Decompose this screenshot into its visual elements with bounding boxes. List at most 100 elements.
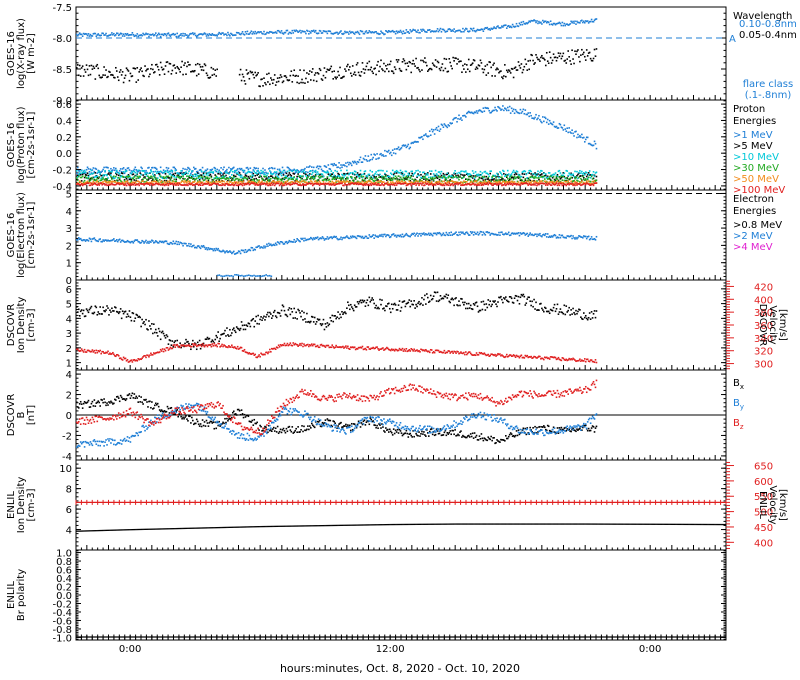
data-point [210,248,213,250]
data-point [547,178,550,180]
data-point [306,29,308,32]
data-point [372,183,374,186]
data-point [454,172,456,175]
data-point [579,134,581,137]
data-point [243,176,246,179]
data-point [323,30,326,33]
data-point [192,170,194,172]
data-point [175,182,178,184]
data-point [105,181,107,183]
data-point [529,21,531,23]
data-point [590,18,593,21]
data-point [424,172,426,175]
data-point [501,173,503,176]
data-point [287,179,290,181]
data-point [355,183,358,186]
data-point [388,63,391,66]
data-point [223,184,225,186]
data-point [453,181,455,183]
data-point [294,172,296,174]
data-point [525,22,528,24]
data-point [253,166,256,169]
data-point [193,33,195,36]
data-point [184,173,186,175]
data-point [204,169,207,172]
data-point [310,71,313,73]
data-point [222,32,224,34]
data-point [362,173,365,175]
data-point [310,183,312,185]
data-point [252,169,255,171]
data-point [455,175,457,178]
data-point [163,33,166,35]
data-point [443,180,446,183]
data-point [446,183,449,186]
data-point [225,174,227,177]
data-point [581,184,583,186]
data-point [179,241,181,244]
data-point [421,135,423,138]
data-point [381,31,383,34]
data-point [592,20,595,23]
data-point [222,175,224,178]
data-point [521,23,524,26]
data-point [355,31,358,34]
data-point [411,182,413,185]
data-point [154,241,156,244]
data-point [210,171,213,173]
data-point [175,180,178,183]
data-point [577,173,579,176]
data-point [226,183,228,185]
data-point [92,172,95,175]
data-point [391,178,394,181]
data-point [144,33,146,36]
data-point [580,175,582,177]
data-point [541,175,543,178]
data-point [370,178,373,180]
data-point [237,170,240,173]
data-point [163,240,166,243]
data-point [155,178,158,180]
data-point [344,174,346,177]
data-point [193,246,196,249]
data-point [544,173,547,175]
data-point [381,182,383,185]
data-point [183,178,185,180]
data-point [555,181,558,183]
data-point [388,184,391,186]
data-point [355,163,358,165]
data-point [517,25,520,28]
data-point [328,30,331,32]
data-point [325,71,328,73]
data-point [190,174,192,176]
data-point [283,184,286,186]
data-point [575,182,577,184]
data-point [349,162,352,165]
data-point [191,177,193,179]
data-point [218,177,220,179]
data-point [166,169,169,171]
data-point [135,177,138,180]
data-point [132,173,135,176]
data-point [419,31,421,34]
data-point [523,112,526,115]
data-point [263,77,265,79]
data-point [365,65,368,68]
data-point [508,178,511,181]
data-point [578,136,580,138]
data-point [472,175,475,177]
data-point [402,30,405,33]
data-point [119,180,122,182]
data-point [521,183,524,185]
data-point [192,70,194,72]
data-point [457,183,459,186]
data-point [295,178,297,181]
data-point [211,171,214,174]
data-point [193,32,196,35]
data-point [456,182,458,184]
data-point [444,124,447,127]
data-point [144,171,146,174]
data-point [100,174,102,177]
data-point [404,181,407,183]
data-point [493,178,495,180]
